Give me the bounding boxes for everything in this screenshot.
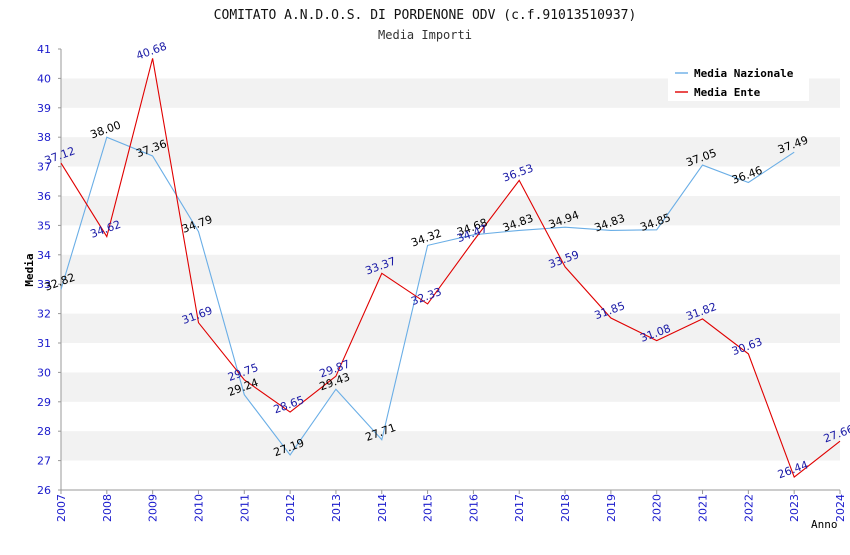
legend-label: Media Ente xyxy=(694,86,761,99)
x-tick-label: 2020 xyxy=(651,494,664,522)
x-tick-label: 2024 xyxy=(834,494,847,522)
grid-band xyxy=(61,313,840,343)
y-tick-label: 30 xyxy=(37,366,51,379)
y-tick-label: 26 xyxy=(37,484,51,497)
y-tick-label: 39 xyxy=(37,102,51,115)
x-tick-label: 2013 xyxy=(330,494,343,522)
y-tick-label: 35 xyxy=(37,219,51,232)
y-tick-label: 38 xyxy=(37,131,51,144)
x-tick-label: 2017 xyxy=(513,494,526,522)
y-tick-label: 31 xyxy=(37,337,51,350)
x-tick-label: 2011 xyxy=(238,494,251,522)
x-tick-label: 2010 xyxy=(192,494,205,522)
data-label: 32.82 xyxy=(43,271,77,294)
data-label: 36.46 xyxy=(730,164,764,187)
grid-band xyxy=(61,431,840,461)
y-tick-label: 36 xyxy=(37,190,51,203)
x-tick-label: 2018 xyxy=(559,494,572,522)
grid-band xyxy=(61,137,840,167)
chart-title: COMITATO A.N.D.O.S. DI PORDENONE ODV (c.… xyxy=(214,8,637,23)
legend: Media Nazionale Media Ente xyxy=(668,61,809,101)
series-line xyxy=(60,58,841,478)
x-tick-label: 2019 xyxy=(605,494,618,522)
y-tick-label: 33 xyxy=(37,278,51,291)
x-tick-labels: 2007 2008 2009 2010 2011 2012 2013 2014 2015 2016… xyxy=(55,490,847,522)
series-lines xyxy=(60,58,841,478)
x-tick-label: 2021 xyxy=(697,494,710,522)
background-bands xyxy=(61,78,840,461)
data-label: 32.33 xyxy=(409,285,443,308)
axes xyxy=(60,49,840,491)
y-tick-label: 41 xyxy=(37,43,51,56)
x-tick-label: 2014 xyxy=(376,494,389,522)
y-tick-label: 40 xyxy=(37,72,51,85)
x-tick-label: 2023 xyxy=(788,494,801,522)
x-tick-label: 2022 xyxy=(742,494,755,522)
data-label: 34.32 xyxy=(409,227,443,250)
data-label: 40.68 xyxy=(134,40,168,63)
data-label: 26.44 xyxy=(776,458,810,481)
grid-band xyxy=(61,254,840,285)
x-tick-label: 2015 xyxy=(422,494,435,522)
legend-box xyxy=(668,61,809,101)
y-tick-label: 29 xyxy=(37,396,51,409)
x-tick-label: 2008 xyxy=(101,494,114,522)
grid-band xyxy=(61,372,840,402)
x-axis-label: Anno xyxy=(811,518,838,531)
y-tick-label: 34 xyxy=(37,249,51,262)
x-tick-label: 2016 xyxy=(467,494,480,522)
x-tick-label: 2009 xyxy=(147,494,160,522)
y-tick-label: 28 xyxy=(37,425,51,438)
y-tick-label: 32 xyxy=(37,308,51,321)
y-tick-label: 37 xyxy=(37,161,51,174)
series-line xyxy=(60,136,795,456)
chart-subtitle: Media Importi xyxy=(378,28,472,42)
y-tick-labels: 26 27 28 29 30 31 32 33 34 35 36 37 38 39 40 41 xyxy=(37,43,61,497)
y-axis-label: Media xyxy=(23,253,36,286)
legend-label: Media Nazionale xyxy=(694,67,794,80)
y-tick-label: 27 xyxy=(37,455,51,468)
grid-band xyxy=(61,196,840,226)
x-tick-label: 2007 xyxy=(55,494,68,522)
x-tick-label: 2012 xyxy=(284,494,297,522)
